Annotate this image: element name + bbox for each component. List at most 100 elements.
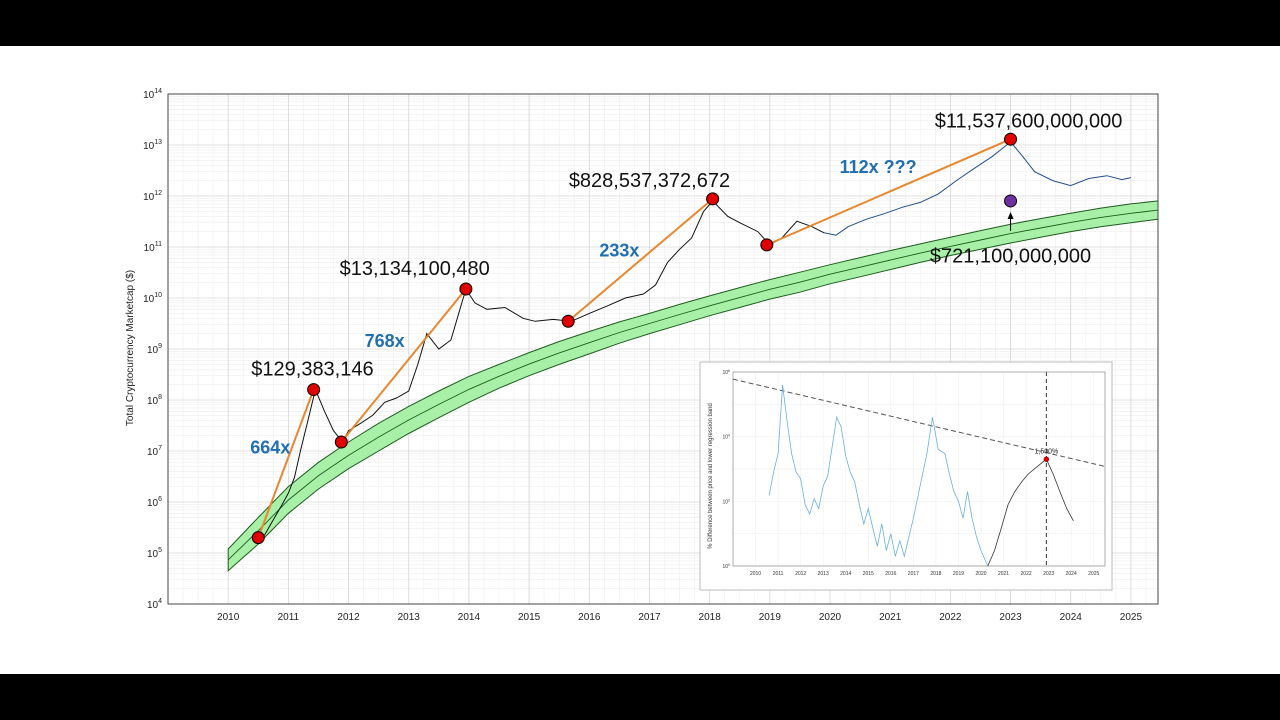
y-tick-label: 1013 — [143, 139, 162, 152]
inset-series-group — [768, 384, 1074, 567]
y-tick-exponent: 8 — [158, 394, 162, 401]
inset-x-tick-label: 2020 — [975, 571, 986, 577]
inset-series-line — [987, 458, 1074, 567]
y-axis-label: Total Cryptocurrency Marketcap ($) — [125, 270, 136, 426]
inset-x-tick-label: 2024 — [1066, 571, 1077, 577]
pointer-arrowhead — [1007, 211, 1014, 219]
y-tick-exponent: 6 — [158, 496, 162, 503]
letterbox-bottom — [0, 674, 1280, 720]
growth-arrow — [766, 137, 1013, 246]
inset-x-tick-label: 2016 — [885, 571, 896, 577]
inset-x-tick-label: 2022 — [1021, 571, 1032, 577]
y-tick-label: 1012 — [143, 190, 162, 203]
inset-x-tick-label: 2025 — [1088, 571, 1099, 577]
multiplier-label: 664x — [250, 437, 290, 457]
data-marker — [1004, 194, 1018, 208]
data-marker — [1004, 132, 1018, 146]
data-marker — [334, 435, 348, 449]
inset-y-tick-label: 106 — [722, 369, 730, 376]
inset-x-tick-label: 2017 — [908, 571, 919, 577]
inset-y-tick-exponent: 4 — [728, 434, 730, 438]
x-tick-label: 2014 — [458, 612, 481, 623]
inset-peak-label: 1,500% — [1035, 448, 1059, 455]
y-tick-label: 1011 — [144, 241, 162, 254]
regression-center-line — [227, 209, 1159, 561]
x-tick-label: 2016 — [578, 612, 601, 623]
multiplier-label: 768x — [365, 331, 405, 351]
y-tick-exponent: 14 — [154, 88, 162, 95]
y-tick-exponent: 12 — [154, 190, 162, 197]
y-tick-exponent: 7 — [158, 445, 162, 452]
x-tick-label: 2012 — [337, 612, 360, 623]
annotation-group: $129,383,146 664x $13,134,100,480 768x $828,… — [250, 111, 1122, 458]
inset-y-axis-label: % Difference between price and lower reg… — [708, 403, 714, 549]
y-tick-label: 105 — [147, 547, 162, 560]
x-tick-label: 2018 — [699, 612, 722, 623]
letterbox-top — [0, 0, 1280, 46]
x-tick-label: 2010 — [217, 612, 240, 623]
x-tick-label: 2020 — [819, 612, 842, 623]
growth-arrows — [257, 137, 1014, 538]
value-annotation: $129,383,146 — [251, 359, 373, 381]
inset-peak-marker — [1043, 456, 1050, 463]
y-tick-exponent: 10 — [154, 292, 162, 299]
data-marker — [251, 531, 265, 545]
inset-y-tick-label: 100 — [722, 563, 730, 570]
y-tick-label: 104 — [147, 598, 162, 611]
y-tick-exponent: 5 — [158, 547, 162, 554]
data-marker — [760, 238, 774, 252]
inset-x-tick-label: 2013 — [818, 571, 829, 577]
x-tick-label: 2024 — [1060, 612, 1083, 623]
x-tick-label: 2015 — [518, 612, 541, 623]
x-tick-label: 2025 — [1120, 612, 1143, 623]
inset-x-tick-label: 2012 — [795, 571, 806, 577]
data-marker — [307, 383, 321, 397]
x-tick-label: 2017 — [638, 612, 661, 623]
value-annotation: $721,100,000,000 — [930, 245, 1091, 267]
inset-y-tick-exponent: 6 — [728, 369, 730, 373]
inset-y-tick-exponent: 2 — [728, 498, 730, 502]
y-tick-exponent: 4 — [158, 598, 162, 605]
y-tick-exponent: 11 — [155, 241, 162, 248]
y-tick-label: 106 — [147, 496, 162, 509]
inset-x-tick-label: 2023 — [1043, 571, 1054, 577]
x-tick-label: 2022 — [939, 612, 962, 623]
inset-marks: 1,500% — [1035, 372, 1059, 566]
main-chart: 1041051061071081091010101110121013101420… — [125, 88, 1159, 623]
x-tick-label: 2011 — [278, 612, 300, 623]
inset-axis-ticks: 2010 2011 2012 2013 2014 2015 2016 2017 2018 2019… — [722, 369, 1099, 577]
inset-x-tick-label: 2018 — [930, 571, 941, 577]
inset-y-tick-label: 104 — [722, 434, 730, 441]
x-tick-label: 2019 — [759, 612, 782, 623]
value-annotation: $11,537,600,000,000 — [935, 111, 1123, 133]
x-tick-label: 2021 — [879, 612, 902, 623]
y-tick-exponent: 9 — [158, 343, 162, 350]
data-marker — [459, 282, 473, 296]
inset-x-tick-label: 2021 — [998, 571, 1009, 577]
marker-group — [251, 132, 1018, 545]
multiplier-label: 233x — [599, 241, 639, 261]
inset-y-tick-label: 102 — [722, 498, 730, 505]
y-tick-label: 108 — [147, 394, 162, 407]
inset-x-tick-label: 2011 — [773, 571, 784, 577]
inset-panel — [699, 361, 1113, 591]
slide: 104 105 106 107 108 109 1010 1011 1012 1013 1014 20… — [0, 46, 1280, 674]
growth-arrow — [340, 287, 468, 443]
y-tick-label: 1010 — [143, 292, 162, 305]
growth-arrow — [257, 387, 316, 538]
main-plot-frame — [167, 93, 1159, 605]
x-tick-label: 2013 — [398, 612, 421, 623]
inset-x-tick-label: 2015 — [863, 571, 874, 577]
inset-plot-frame — [732, 371, 1106, 567]
marketcap-series-line — [823, 141, 1132, 236]
value-annotation: $828,537,372,672 — [569, 170, 730, 192]
y-tick-label: 1014 — [143, 88, 162, 101]
value-annotation: $13,134,100,480 — [340, 258, 490, 280]
data-marker — [561, 314, 575, 328]
multiplier-label: 112x ??? — [840, 157, 917, 177]
x-tick-label: 2023 — [999, 612, 1022, 623]
inset-x-tick-label: 2019 — [953, 571, 964, 577]
data-marker — [706, 192, 720, 206]
inset-chart: 1,500% 2010 2011 2012 2013 2014 2015 2016 2017 2… — [699, 361, 1113, 591]
